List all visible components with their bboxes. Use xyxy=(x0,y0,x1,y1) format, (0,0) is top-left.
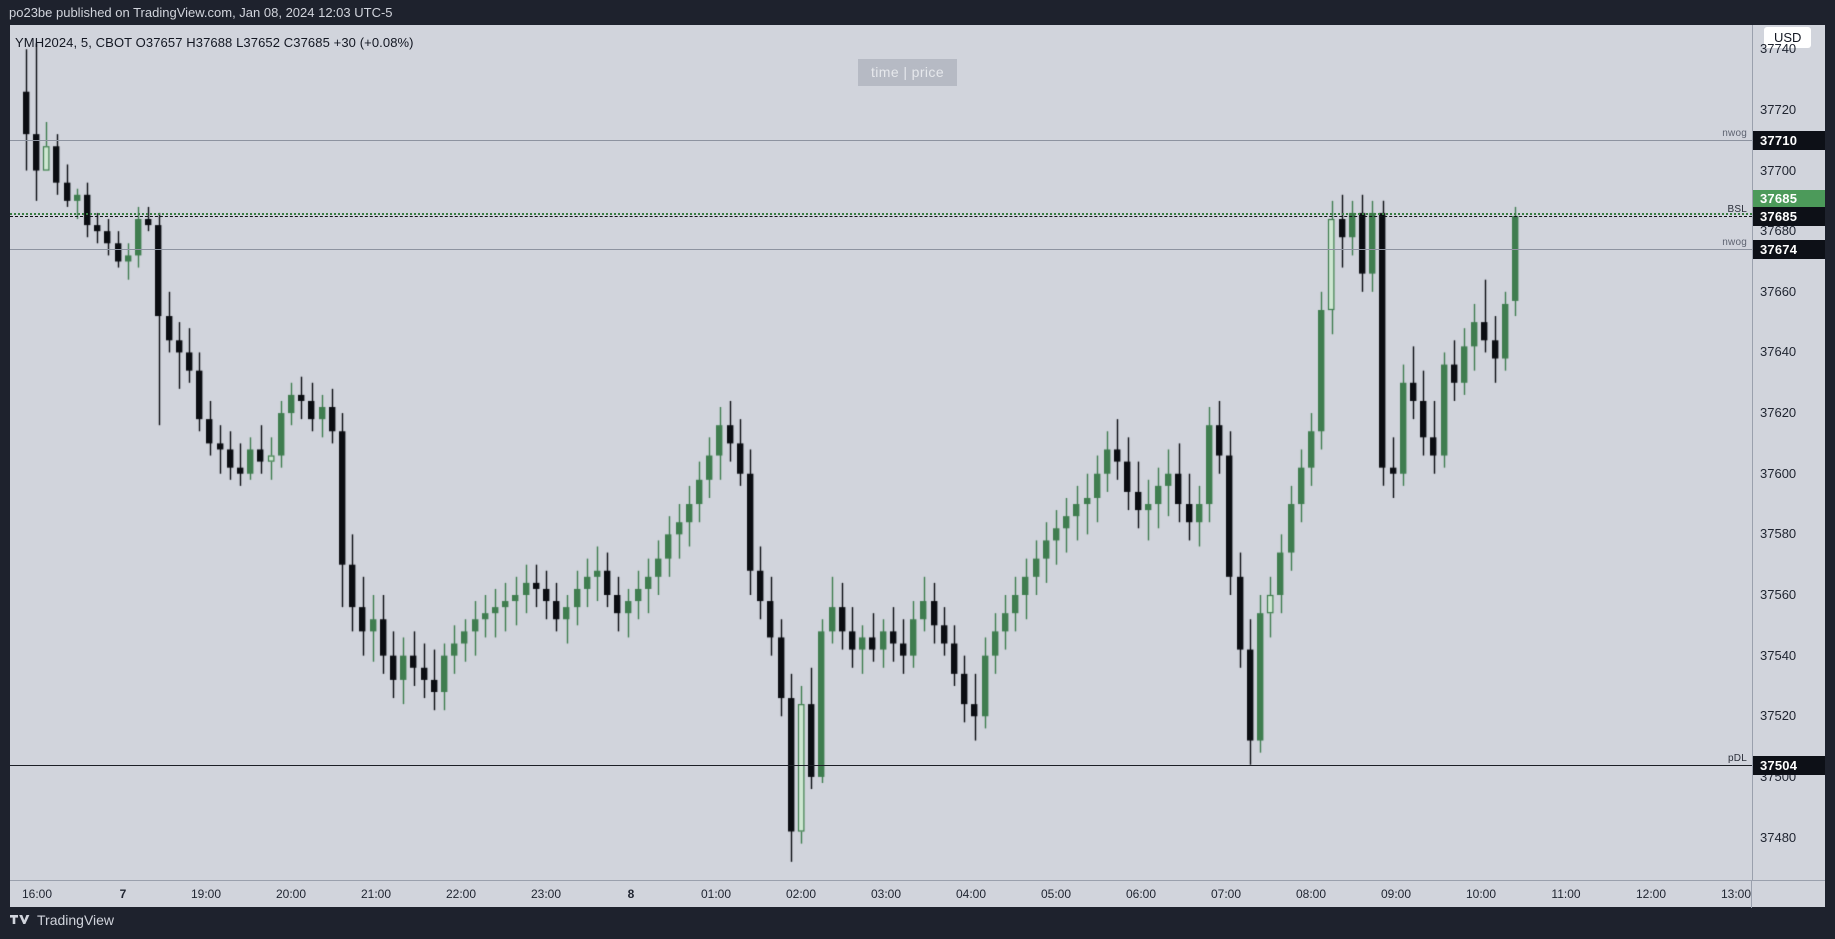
nwog-lower-badge: 37674 xyxy=(1753,240,1825,260)
price-tick: 37720 xyxy=(1760,101,1797,117)
equilibrium-line xyxy=(10,212,1752,215)
bsl-line: BSL xyxy=(10,204,1752,217)
time-tick: 23:00 xyxy=(530,887,562,901)
time-tick: 10:00 xyxy=(1465,887,1497,901)
price-tick: 37740 xyxy=(1760,41,1797,57)
bsl-line-tag: BSL xyxy=(1727,204,1747,215)
time-tick: 8 xyxy=(627,887,635,901)
time-tick: 22:00 xyxy=(445,887,477,901)
price-tick: 37660 xyxy=(1760,283,1797,299)
nwog-lower-line: nwog xyxy=(10,237,1752,251)
time-tick: 21:00 xyxy=(360,887,392,901)
plot-inner: nwog BSL nwog pDL xyxy=(10,25,1752,880)
price-scale[interactable]: USD 37740 37720 37700 37680 37660 37640 37620 3… xyxy=(1752,25,1825,880)
price-tick: 37520 xyxy=(1760,708,1797,724)
chart-plot-area[interactable]: nwog BSL nwog pDL YMH2024, 5, CBOT O37657 H… xyxy=(10,25,1752,880)
price-tick: 37480 xyxy=(1760,829,1797,845)
time-tick: 7 xyxy=(119,887,127,901)
price-tick: 37540 xyxy=(1760,647,1797,663)
left-edge-filler xyxy=(0,25,10,907)
price-tick: 37600 xyxy=(1760,465,1797,481)
price-tick: 37620 xyxy=(1760,405,1797,421)
time-tick: 20:00 xyxy=(275,887,307,901)
time-tick: 11:00 xyxy=(1551,887,1581,901)
time-tick: 04:00 xyxy=(955,887,987,901)
pdl-line: pDL xyxy=(10,753,1752,766)
tradingview-brand[interactable]: TradingView xyxy=(10,912,114,928)
price-tick: 37700 xyxy=(1760,162,1797,178)
nwog-upper-badge: 37710 xyxy=(1753,131,1825,151)
currency-badge[interactable]: USD xyxy=(1764,27,1812,48)
right-edge-filler xyxy=(1825,25,1835,907)
nwog-upper-line: nwog xyxy=(10,128,1752,142)
time-tick: 09:00 xyxy=(1380,887,1412,901)
time-scale-separator xyxy=(1751,881,1752,908)
time-tick: 13:00 xyxy=(1720,887,1752,901)
published-bar: po23be published on TradingView.com, Jan… xyxy=(0,0,1835,25)
time-tick: 16:00 xyxy=(21,887,53,901)
last-price-value: 37685 xyxy=(1760,191,1798,206)
nwog-lower-line-tag: nwog xyxy=(1722,237,1747,249)
price-tick: 37560 xyxy=(1760,587,1797,602)
time-tick: 19:00 xyxy=(190,887,222,901)
time-scale[interactable]: 16:00 7 19:00 20:00 21:00 22:00 23:00 8 01:00 02:… xyxy=(10,880,1825,908)
tradingview-logo-icon xyxy=(10,913,30,927)
price-tick: 37640 xyxy=(1760,344,1797,360)
pdl-line-tag: pDL xyxy=(1728,752,1747,764)
time-tick: 05:00 xyxy=(1040,887,1072,901)
time-tick: 12:00 xyxy=(1635,887,1667,901)
price-tick: 37580 xyxy=(1760,526,1797,542)
pdl-badge: 37504 xyxy=(1753,755,1825,775)
chart-watermark: time | price xyxy=(858,59,958,86)
chart-legend: YMH2024, 5, CBOT O37657 H37688 L37652 C3… xyxy=(15,35,414,50)
candlestick-series xyxy=(10,25,1752,880)
tradingview-brand-label: TradingView xyxy=(37,912,115,928)
price-tick: 37680 xyxy=(1760,223,1797,239)
time-tick: 03:00 xyxy=(870,887,902,901)
time-tick: 02:00 xyxy=(785,887,817,901)
time-tick: 06:00 xyxy=(1125,887,1157,901)
time-tick: 07:00 xyxy=(1210,887,1242,901)
time-tick: 01:00 xyxy=(700,887,732,901)
bsl-badge: 37685 xyxy=(1753,207,1825,226)
time-tick: 08:00 xyxy=(1295,887,1327,901)
nwog-upper-line-tag: nwog xyxy=(1722,128,1747,140)
